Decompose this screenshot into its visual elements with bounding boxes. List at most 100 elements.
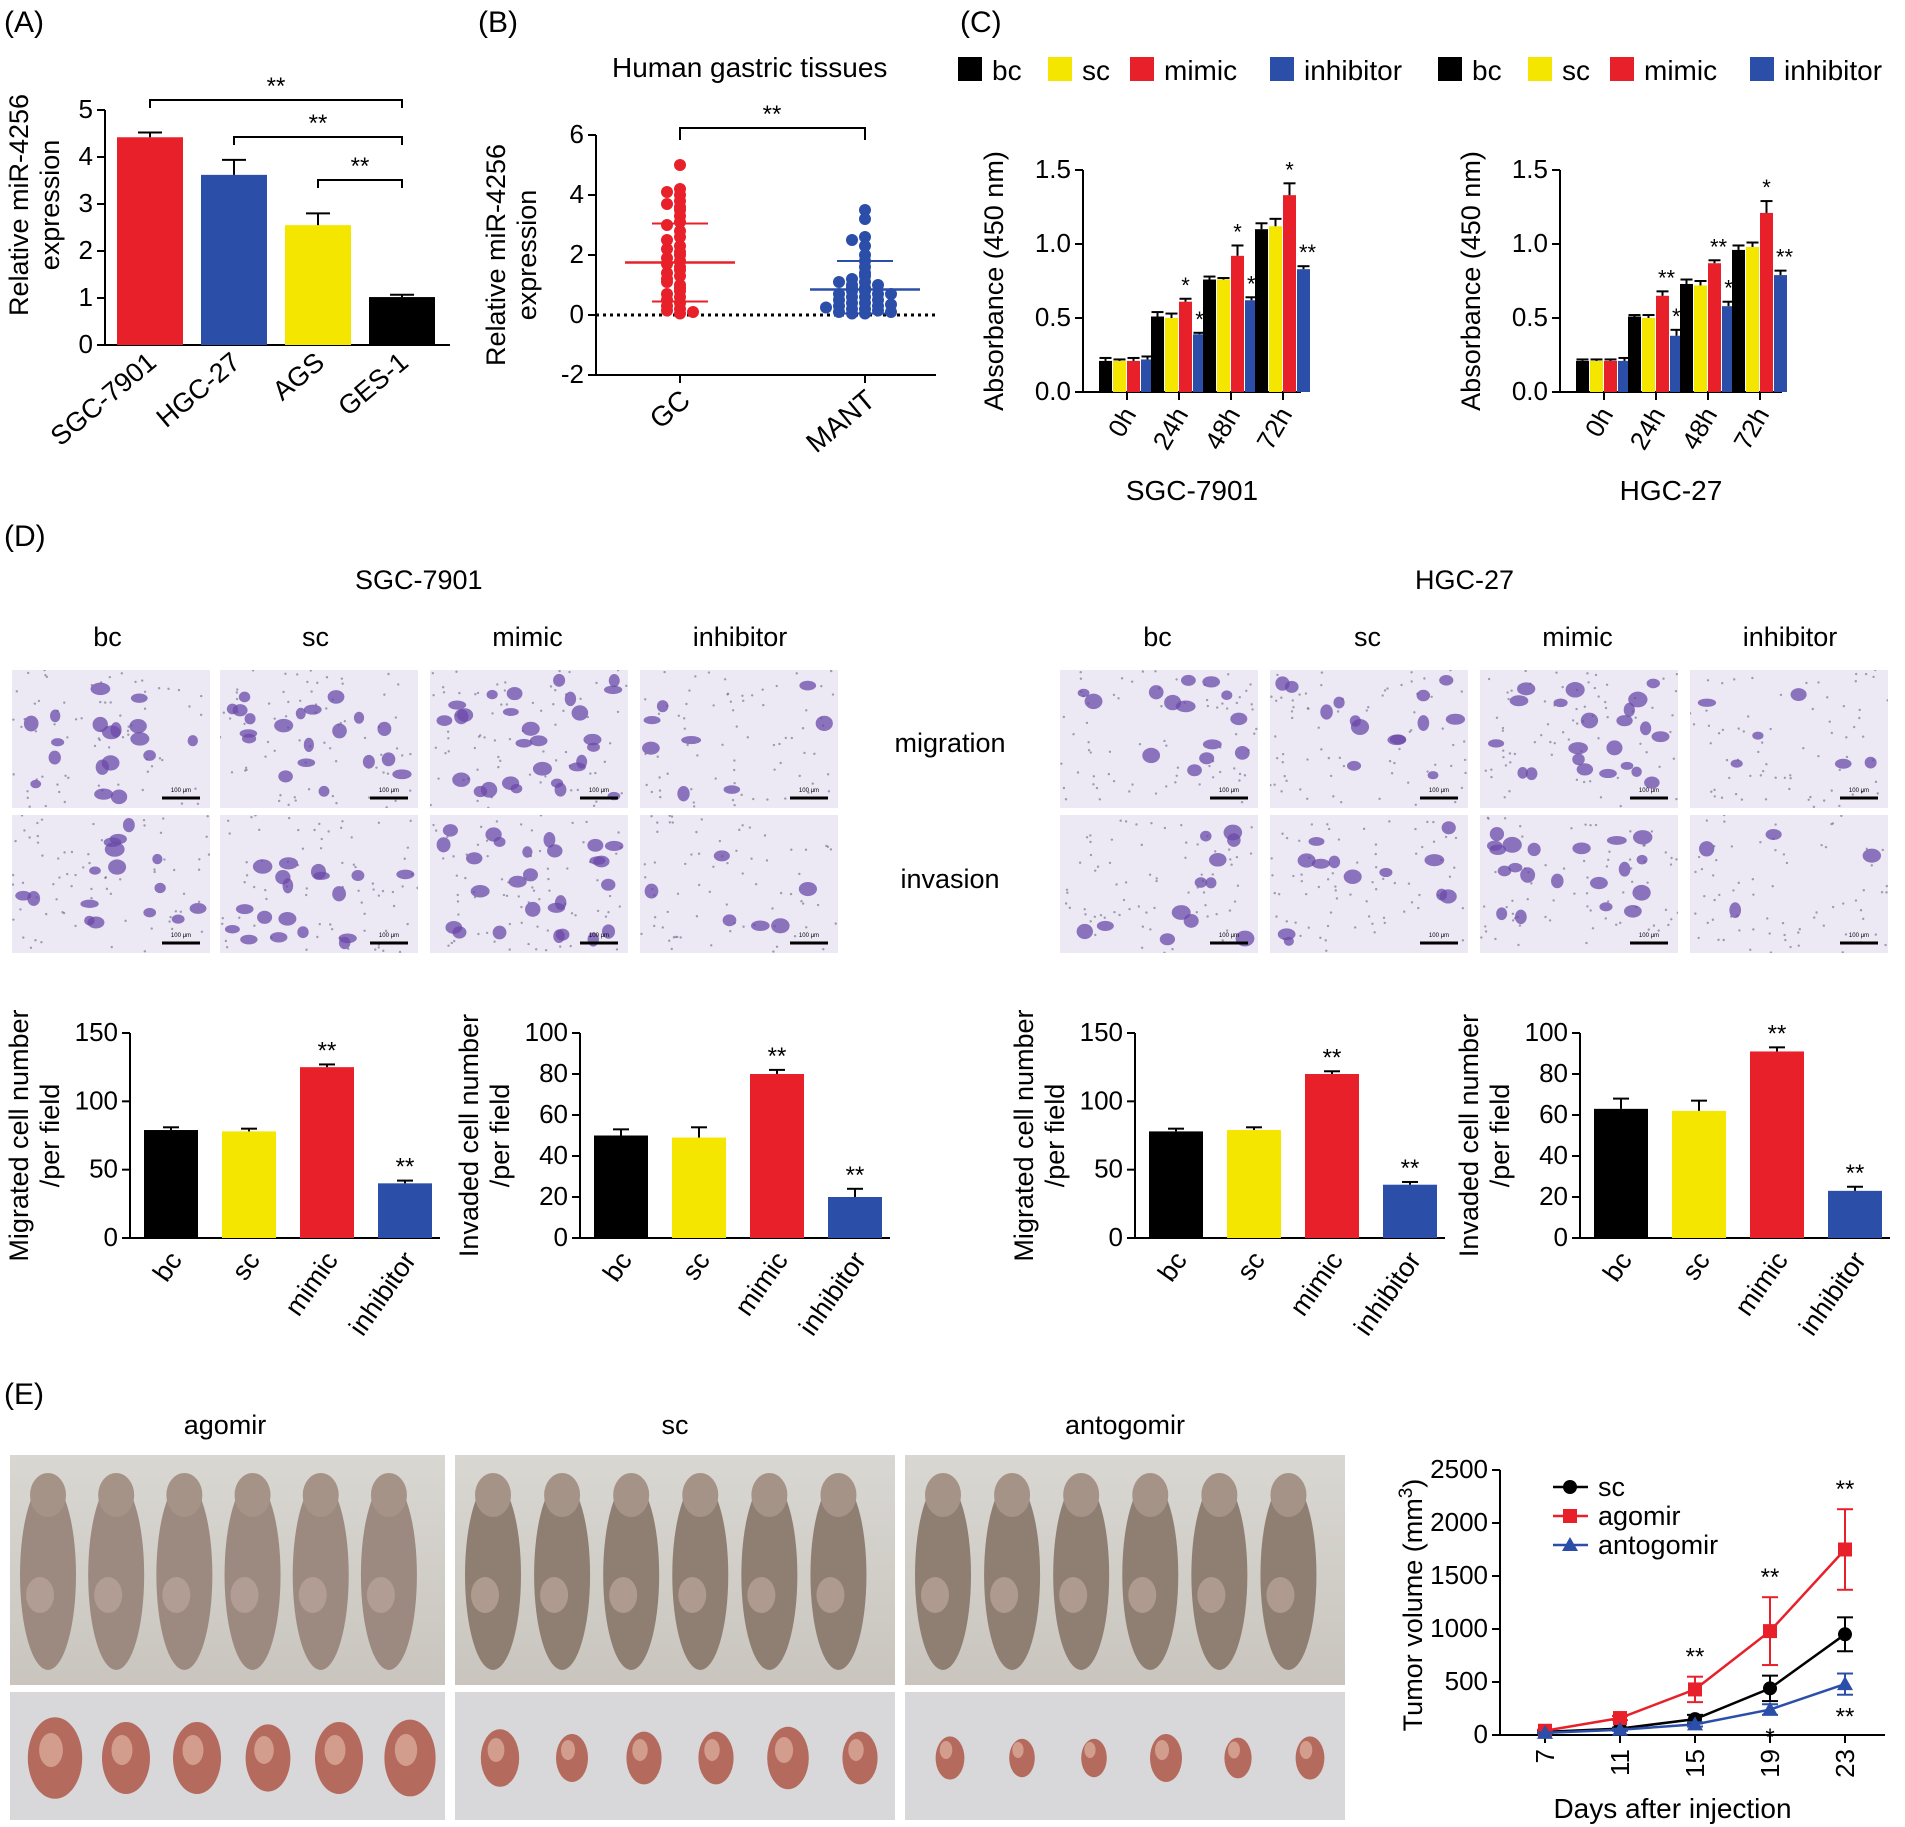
bar-mimic-24h [1656,295,1669,392]
stained-cell [470,885,490,898]
pore [320,837,323,841]
stained-cell [1417,715,1430,731]
pore [180,802,184,805]
pore [1227,673,1230,676]
pore [1858,708,1861,712]
x-tick-label: inhibitor [1348,1246,1427,1341]
pore [29,946,33,950]
pore [1320,748,1323,751]
pore [458,691,461,695]
y-tick-label: 0 [1474,1719,1488,1749]
pore [1593,686,1597,690]
pore [120,672,123,675]
bar-mimic [300,1067,354,1238]
pore [1148,873,1152,876]
stained-cell [547,844,563,858]
pore [354,865,357,869]
bar-bc-48h [1203,279,1216,392]
pore [1634,716,1637,719]
micrograph-invasion-mimic: 100 μm [1480,815,1678,953]
data-point-GC [661,219,673,231]
pore [12,873,15,877]
pore [1417,906,1420,910]
pore [1085,836,1089,839]
pore [1406,781,1410,784]
marker-agomir [1838,1542,1852,1557]
pore [1815,911,1818,914]
stained-cell [154,882,166,894]
pore [1270,857,1273,860]
pore [1140,843,1143,847]
pore [1604,706,1608,710]
stained-cell [1209,853,1227,867]
pore [1511,912,1515,916]
pore [377,946,380,949]
pore [1163,826,1167,830]
pore [453,939,456,943]
pore [226,819,230,822]
stained-cell [1527,842,1541,857]
pore [595,800,598,803]
sig-label: ** [1323,1044,1342,1071]
pore [568,670,571,674]
sig-label: ** [1401,1155,1420,1182]
pore [1549,740,1552,744]
stained-cell [1343,869,1362,885]
pore [594,771,597,775]
bar-inhibitor-0h [1141,359,1154,392]
pore [380,753,383,756]
stained-cell [643,716,661,725]
x-tick-label: 0h [1102,402,1142,442]
pore [1238,779,1241,782]
stained-cell [1142,747,1161,764]
pore [1605,865,1609,868]
pore [685,702,688,706]
bar-SGC-7901 [117,137,183,345]
marker-antogomir [1537,1724,1553,1739]
pore [194,787,197,790]
y-axis-label: Relative miR-4256 [481,144,511,366]
stained-cell [1308,837,1325,846]
pore [343,719,347,723]
pore [1124,820,1128,823]
tumors-drawing [935,1734,1325,1782]
pore [1664,851,1668,854]
stained-cell [1636,854,1648,865]
pore [1304,892,1308,896]
pore [1238,696,1241,699]
micrograph-invasion-sc: 100 μm [220,815,418,953]
pore [1768,932,1771,935]
pore [168,920,171,923]
legend-swatch-mimic [1130,57,1154,81]
pore [455,874,459,877]
pore [485,839,489,842]
pore [1495,716,1499,719]
tumor-photo-antogomir [905,1692,1345,1820]
pore [310,690,313,693]
stained-cell [101,755,120,771]
pore [200,930,204,933]
pore [293,796,296,799]
pore [1249,852,1253,855]
pore [170,927,174,931]
y-axis-label: /per field [35,1084,65,1188]
legend-label: mimic [1644,55,1717,86]
stained-cell [681,736,702,745]
pore [546,867,550,870]
tumor-bulge [298,1577,327,1613]
pore [87,853,90,856]
pore [1783,933,1786,937]
pore [497,755,500,759]
mouse-head [30,1473,66,1517]
pore [153,870,156,874]
mouse-head [1201,1473,1238,1517]
pore [1250,826,1253,829]
stained-cell [1632,830,1653,845]
pore [790,736,794,740]
stained-cell [278,770,293,783]
pore [236,688,239,691]
pore [1409,729,1413,732]
pore [1299,788,1302,791]
pore [1784,938,1787,942]
